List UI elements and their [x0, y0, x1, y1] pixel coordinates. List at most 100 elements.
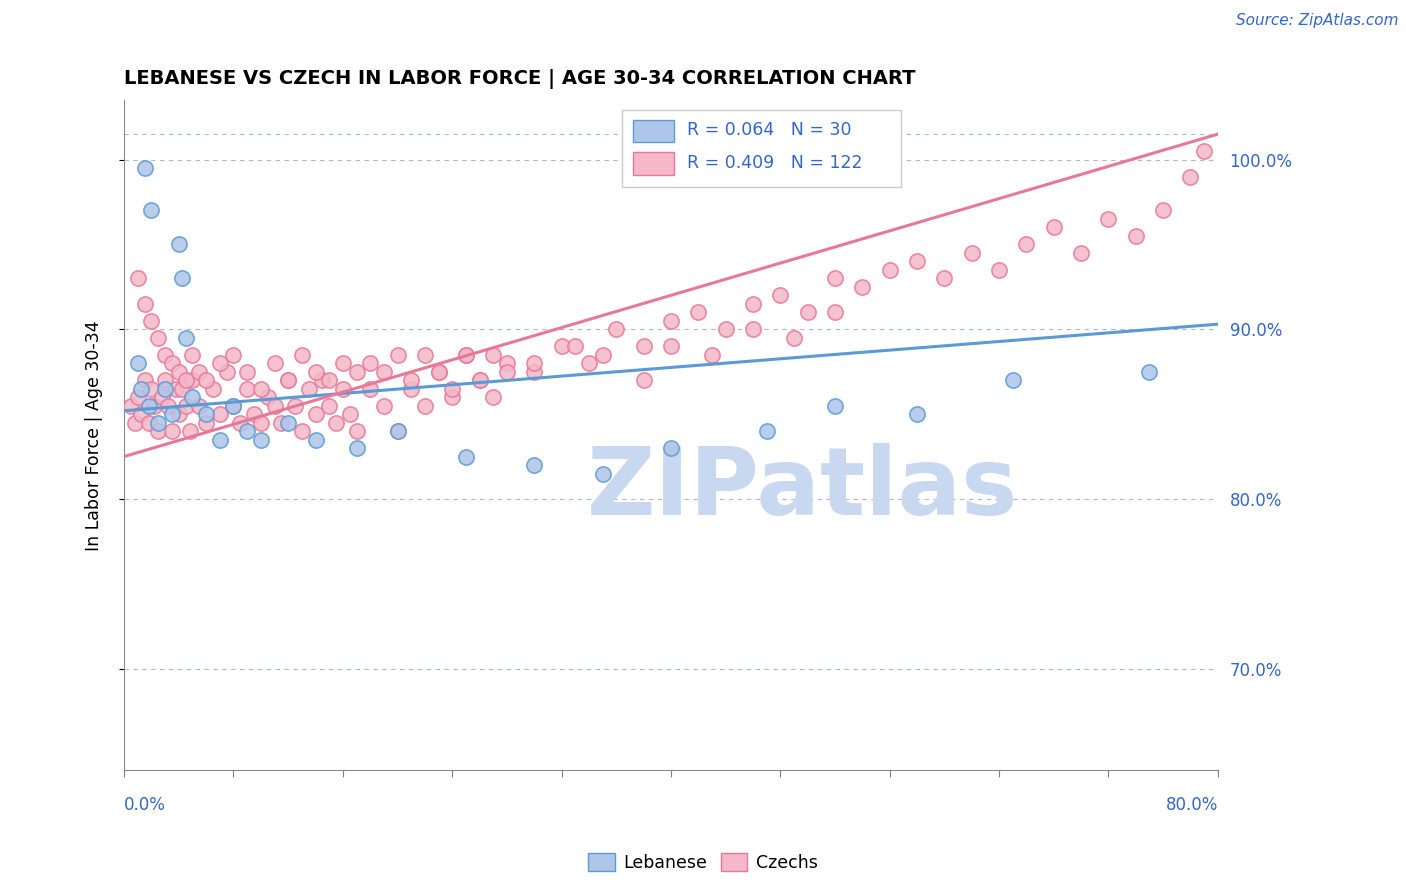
Point	[523, 458, 546, 472]
Point	[208, 433, 231, 447]
Point	[167, 237, 190, 252]
Point	[359, 382, 381, 396]
Point	[141, 314, 163, 328]
Point	[851, 280, 873, 294]
Point	[263, 356, 285, 370]
Point	[188, 399, 211, 413]
Y-axis label: In Labor Force | Age 30-34: In Labor Force | Age 30-34	[86, 320, 103, 550]
Point	[167, 407, 190, 421]
Point	[496, 365, 519, 379]
Point	[1152, 203, 1174, 218]
Point	[523, 365, 546, 379]
Point	[143, 399, 166, 413]
Point	[905, 254, 928, 268]
Point	[127, 271, 149, 285]
Point	[742, 322, 765, 336]
Point	[263, 399, 285, 413]
Text: ZIPatlas: ZIPatlas	[586, 443, 1018, 535]
Point	[714, 322, 737, 336]
Point	[346, 424, 368, 438]
Point	[468, 373, 491, 387]
Point	[215, 365, 238, 379]
Text: LEBANESE VS CZECH IN LABOR FORCE | AGE 30-34 CORRELATION CHART: LEBANESE VS CZECH IN LABOR FORCE | AGE 3…	[124, 69, 915, 88]
Point	[167, 365, 190, 379]
Point	[824, 305, 846, 319]
Point	[160, 356, 183, 370]
Point	[659, 339, 682, 353]
Point	[564, 339, 586, 353]
Point	[291, 424, 314, 438]
Point	[496, 356, 519, 370]
Point	[222, 348, 245, 362]
FancyBboxPatch shape	[633, 120, 675, 143]
Point	[138, 416, 160, 430]
Point	[277, 416, 299, 430]
Point	[1001, 373, 1024, 387]
Point	[769, 288, 792, 302]
Point	[796, 305, 818, 319]
Point	[304, 433, 326, 447]
Text: 80.0%: 80.0%	[1166, 796, 1218, 814]
Point	[127, 390, 149, 404]
Point	[174, 373, 197, 387]
Point	[250, 416, 273, 430]
Point	[688, 305, 710, 319]
Point	[311, 373, 333, 387]
Point	[783, 331, 806, 345]
Point	[129, 382, 152, 396]
Point	[318, 373, 340, 387]
Point	[346, 365, 368, 379]
Point	[1125, 229, 1147, 244]
Point	[229, 416, 252, 430]
Point	[659, 441, 682, 455]
Point	[399, 382, 422, 396]
Point	[160, 424, 183, 438]
Point	[170, 382, 193, 396]
Point	[1097, 211, 1119, 226]
Point	[318, 399, 340, 413]
Point	[373, 365, 395, 379]
Point	[605, 322, 627, 336]
Point	[387, 348, 409, 362]
Point	[152, 390, 174, 404]
Point	[195, 416, 218, 430]
Point	[325, 416, 347, 430]
Point	[298, 382, 321, 396]
Point	[127, 356, 149, 370]
Point	[359, 356, 381, 370]
Point	[454, 348, 477, 362]
Point	[236, 365, 259, 379]
Point	[195, 407, 218, 421]
Point	[134, 297, 156, 311]
Point	[179, 424, 201, 438]
Point	[174, 399, 197, 413]
Point	[138, 399, 160, 413]
Point	[373, 399, 395, 413]
Point	[222, 399, 245, 413]
Point	[905, 407, 928, 421]
Point	[134, 373, 156, 387]
Point	[148, 416, 170, 430]
Point	[592, 348, 614, 362]
Point	[427, 365, 450, 379]
Point	[441, 382, 464, 396]
Point	[633, 339, 655, 353]
Point	[304, 365, 326, 379]
Point	[523, 356, 546, 370]
Point	[824, 399, 846, 413]
Text: R = 0.409   N = 122: R = 0.409 N = 122	[688, 153, 863, 171]
Point	[277, 373, 299, 387]
Point	[1042, 220, 1064, 235]
Legend: Lebanese, Czechs: Lebanese, Czechs	[582, 847, 824, 879]
Point	[454, 348, 477, 362]
Point	[208, 356, 231, 370]
FancyBboxPatch shape	[633, 153, 675, 175]
Point	[250, 433, 273, 447]
Point	[633, 373, 655, 387]
Point	[153, 373, 176, 387]
Point	[468, 373, 491, 387]
Point	[592, 467, 614, 481]
Point	[387, 424, 409, 438]
Point	[441, 390, 464, 404]
Point	[222, 399, 245, 413]
